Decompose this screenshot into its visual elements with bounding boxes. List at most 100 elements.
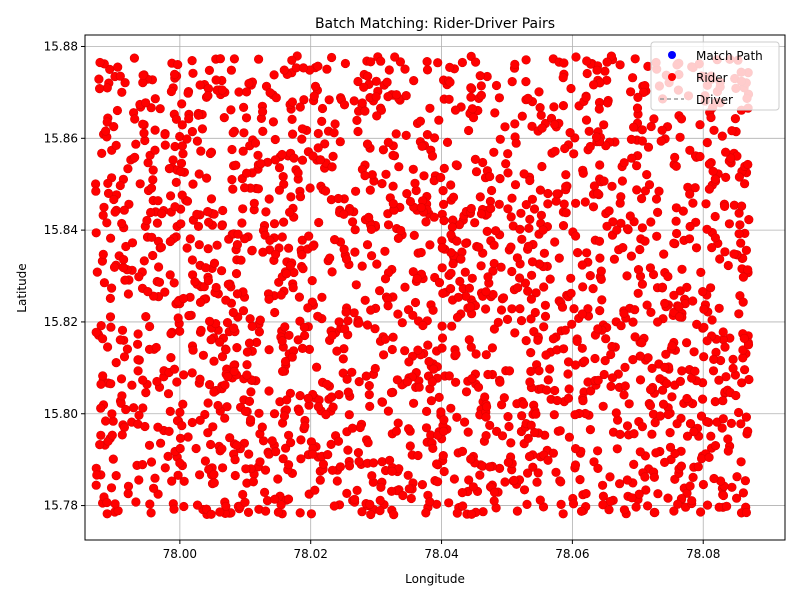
- rider-point: [322, 64, 332, 74]
- rider-point: [646, 217, 656, 227]
- rider-point: [166, 86, 176, 97]
- rider-point: [344, 461, 355, 471]
- rider-point: [150, 145, 160, 155]
- rider-point: [226, 65, 236, 75]
- rider-point: [540, 300, 551, 310]
- rider-point: [446, 284, 456, 294]
- rider-point: [240, 406, 250, 416]
- rider-point: [353, 76, 363, 87]
- rider-point: [604, 206, 614, 216]
- rider-point: [340, 58, 351, 69]
- rider-point: [400, 282, 410, 292]
- rider-point: [702, 336, 712, 346]
- rider-point: [196, 325, 206, 336]
- rider-point: [563, 369, 573, 379]
- rider-point: [559, 58, 569, 68]
- rider-point: [102, 497, 112, 508]
- rider-point: [451, 377, 461, 387]
- rider-point: [507, 193, 517, 203]
- rider-point: [652, 317, 663, 327]
- rider-point: [500, 122, 510, 132]
- rider-point: [481, 431, 491, 441]
- rider-point: [188, 68, 198, 78]
- rider-point: [566, 83, 576, 94]
- rider-point: [645, 400, 656, 411]
- rider-point: [380, 246, 390, 256]
- rider-point: [607, 373, 618, 383]
- rider-point: [287, 352, 297, 362]
- rider-point: [466, 454, 476, 464]
- rider-point: [701, 199, 711, 209]
- rider-point: [640, 472, 650, 482]
- rider-point: [516, 208, 526, 218]
- rider-point: [622, 421, 633, 431]
- rider-point: [506, 212, 516, 222]
- rider-point: [637, 136, 648, 146]
- rider-point: [467, 374, 477, 384]
- rider-point: [238, 489, 248, 500]
- rider-point: [438, 451, 448, 461]
- rider-point: [280, 356, 291, 367]
- rider-point: [698, 479, 709, 490]
- rider-point: [432, 459, 442, 469]
- rider-point: [503, 149, 513, 159]
- rider-point: [241, 464, 251, 474]
- rider-point: [594, 104, 604, 114]
- rider-point: [489, 487, 500, 497]
- rider-point: [118, 255, 129, 265]
- rider-point: [123, 489, 133, 499]
- rider-point: [561, 182, 571, 192]
- rider-point: [497, 400, 507, 410]
- rider-point: [630, 305, 640, 315]
- rider-point: [147, 232, 157, 242]
- rider-point: [565, 128, 575, 138]
- rider-point: [227, 144, 237, 155]
- rider-point: [530, 307, 540, 318]
- rider-point: [296, 435, 306, 445]
- rider-point: [278, 172, 288, 182]
- rider-point: [120, 78, 130, 88]
- rider-point: [596, 274, 606, 285]
- rider-point: [590, 353, 600, 364]
- rider-point: [669, 290, 679, 300]
- rider-point: [166, 329, 176, 339]
- rider-point: [228, 128, 238, 138]
- rider-point: [635, 244, 645, 255]
- rider-point: [548, 334, 559, 344]
- rider-point: [138, 403, 148, 413]
- rider-point: [195, 297, 206, 308]
- rider-point: [732, 472, 742, 482]
- rider-point: [269, 219, 280, 229]
- rider-point: [175, 326, 185, 336]
- rider-point: [710, 441, 721, 451]
- rider-point: [481, 287, 491, 297]
- rider-point: [738, 272, 749, 282]
- rider-point: [622, 224, 633, 234]
- rider-point: [366, 305, 376, 315]
- rider-point: [117, 325, 128, 335]
- rider-point: [444, 371, 454, 381]
- rider-point: [268, 117, 279, 127]
- rider-point: [552, 395, 562, 406]
- rider-point: [206, 439, 216, 450]
- rider-point: [586, 386, 596, 396]
- rider-point: [581, 115, 592, 125]
- rider-point: [227, 175, 237, 185]
- rider-point: [698, 287, 708, 297]
- rider-point: [350, 247, 360, 257]
- rider-point: [232, 343, 242, 353]
- rider-point: [278, 454, 288, 464]
- rider-point: [540, 311, 551, 322]
- rider-point: [366, 509, 376, 520]
- rider-point: [195, 415, 205, 425]
- rider-point: [615, 198, 625, 208]
- rider-point: [232, 440, 242, 451]
- rider-point: [110, 207, 120, 217]
- rider-point: [537, 123, 547, 133]
- rider-point: [330, 119, 340, 129]
- rider-point: [229, 54, 239, 64]
- rider-point: [429, 212, 439, 222]
- rider-point: [646, 121, 656, 132]
- rider-point: [578, 168, 588, 178]
- rider-point: [632, 103, 643, 113]
